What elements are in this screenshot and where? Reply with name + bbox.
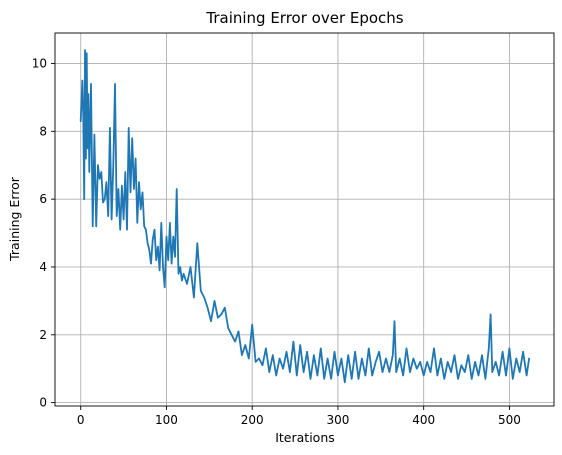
x-axis-label: Iterations bbox=[275, 430, 335, 445]
x-tick-label-5: 500 bbox=[498, 413, 521, 427]
y-tick-label-5: 10 bbox=[32, 57, 47, 71]
series-layer bbox=[79, 49, 530, 384]
grid bbox=[55, 33, 554, 406]
x-tick-label-4: 400 bbox=[412, 413, 435, 427]
y-tick-label-3: 6 bbox=[39, 192, 47, 206]
y-tick-label-1: 2 bbox=[39, 328, 47, 342]
y-axis-label: Training Error bbox=[7, 176, 22, 262]
x-tick-label-2: 200 bbox=[241, 413, 264, 427]
y-tick-label-0: 0 bbox=[39, 396, 47, 410]
y-axis-ticks: 0 2 4 6 8 10 bbox=[32, 57, 55, 410]
x-tick-label-3: 300 bbox=[326, 413, 349, 427]
x-tick-label-1: 100 bbox=[155, 413, 178, 427]
y-tick-label-2: 4 bbox=[39, 260, 47, 274]
y-tick-label-4: 8 bbox=[39, 124, 47, 138]
chart-title: Training Error over Epochs bbox=[205, 9, 403, 27]
series-line-0 bbox=[79, 49, 530, 384]
x-tick-label-0: 0 bbox=[77, 413, 85, 427]
plot-frame bbox=[54, 32, 555, 407]
x-axis-ticks: 0 100 200 300 400 500 bbox=[77, 406, 521, 427]
